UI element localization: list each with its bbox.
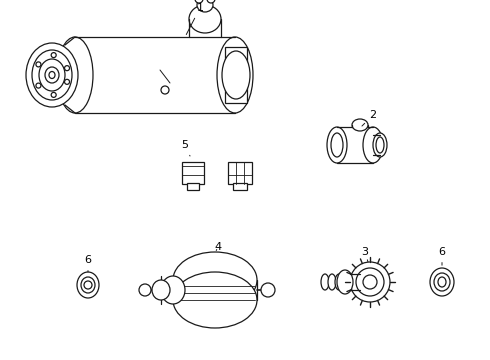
Ellipse shape	[152, 280, 170, 300]
Ellipse shape	[65, 66, 70, 71]
Ellipse shape	[327, 127, 347, 163]
Bar	[233, 183, 247, 190]
Bar	[228, 162, 252, 184]
Ellipse shape	[430, 268, 454, 296]
Ellipse shape	[84, 281, 92, 289]
Ellipse shape	[328, 274, 336, 290]
Ellipse shape	[363, 127, 383, 163]
Ellipse shape	[173, 272, 257, 328]
Ellipse shape	[139, 284, 151, 296]
Ellipse shape	[65, 79, 70, 84]
Ellipse shape	[195, 0, 203, 3]
Ellipse shape	[363, 275, 377, 289]
Ellipse shape	[173, 252, 257, 308]
Ellipse shape	[331, 133, 343, 157]
Text: 2: 2	[362, 110, 376, 126]
Text: 4: 4	[215, 242, 221, 252]
Ellipse shape	[26, 43, 78, 107]
Bar	[187, 183, 199, 190]
Ellipse shape	[36, 83, 41, 88]
Ellipse shape	[77, 272, 99, 298]
Ellipse shape	[57, 37, 93, 113]
Ellipse shape	[51, 93, 56, 98]
Ellipse shape	[217, 37, 253, 113]
Ellipse shape	[349, 274, 357, 290]
Ellipse shape	[434, 273, 450, 291]
Text: 6: 6	[439, 247, 445, 265]
Ellipse shape	[39, 59, 65, 91]
Ellipse shape	[36, 62, 41, 67]
Ellipse shape	[352, 119, 368, 131]
Ellipse shape	[207, 0, 215, 3]
Text: 5: 5	[181, 140, 190, 156]
Ellipse shape	[222, 51, 250, 99]
Ellipse shape	[51, 53, 56, 58]
Text: 6: 6	[84, 255, 92, 272]
Ellipse shape	[81, 277, 95, 293]
Bar	[182, 162, 204, 184]
Ellipse shape	[261, 283, 275, 297]
Ellipse shape	[161, 86, 169, 94]
Text: 1: 1	[186, 3, 203, 35]
Ellipse shape	[32, 50, 72, 100]
Ellipse shape	[197, 0, 213, 12]
Ellipse shape	[337, 270, 353, 294]
Ellipse shape	[45, 67, 59, 83]
Ellipse shape	[161, 276, 185, 304]
Ellipse shape	[335, 274, 343, 290]
Bar	[225, 47, 247, 103]
Ellipse shape	[373, 133, 387, 157]
Ellipse shape	[49, 72, 55, 78]
Ellipse shape	[350, 262, 390, 302]
Ellipse shape	[342, 274, 350, 290]
Ellipse shape	[376, 137, 384, 153]
Ellipse shape	[438, 277, 446, 287]
Ellipse shape	[189, 5, 221, 33]
Ellipse shape	[356, 268, 384, 296]
Text: 3: 3	[362, 247, 368, 262]
Ellipse shape	[321, 274, 329, 290]
